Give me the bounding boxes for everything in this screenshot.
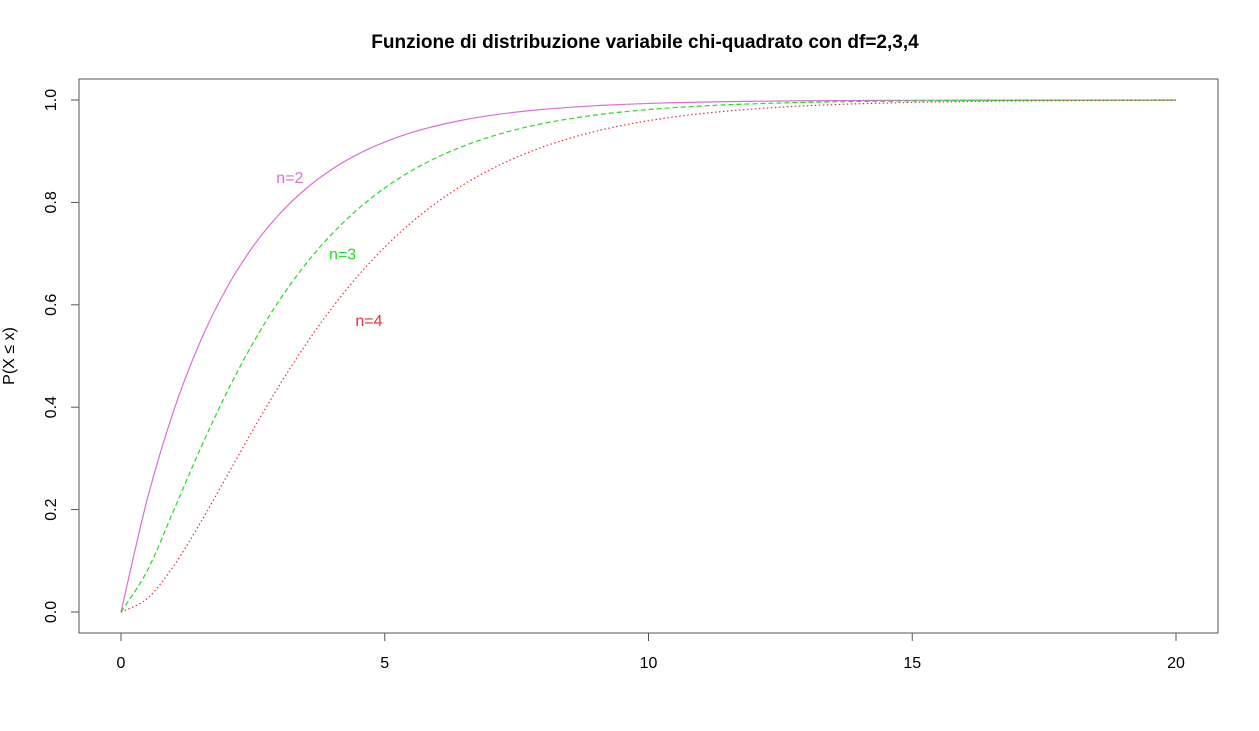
y-axis-label: P(X ≤ x) (1, 327, 18, 385)
y-tick-label: 0.2 (43, 498, 60, 520)
x-tick-label: 20 (1167, 655, 1185, 672)
series-layer (120, 99, 1177, 613)
series-annotation: n=2 (276, 170, 303, 187)
series-annotation: n=4 (355, 313, 382, 330)
x-tick-label: 15 (903, 655, 921, 672)
series-annotation: n=3 (329, 247, 356, 264)
x-tick-label: 10 (640, 655, 658, 672)
y-tick-label: 0.0 (43, 601, 60, 623)
y-tick-label: 0.8 (43, 191, 60, 213)
x-tick-label: 5 (380, 655, 389, 672)
annotation-layer: n=2 n=3 n=4 (276, 170, 382, 330)
y-tick-label: 0.6 (43, 294, 60, 316)
x-axis: 0 5 10 15 20 (117, 632, 1185, 672)
plot-frame (78, 78, 1219, 634)
x-tick-label: 0 (117, 655, 126, 672)
y-tick-label: 1.0 (43, 89, 60, 111)
chart-title: Funzione di distribuzione variabile chi-… (371, 32, 919, 53)
series-line-df-4 (120, 99, 1177, 613)
y-tick-label: 0.4 (43, 396, 60, 418)
y-axis: 0.0 0.2 0.4 0.6 0.8 1.0 (43, 89, 80, 623)
